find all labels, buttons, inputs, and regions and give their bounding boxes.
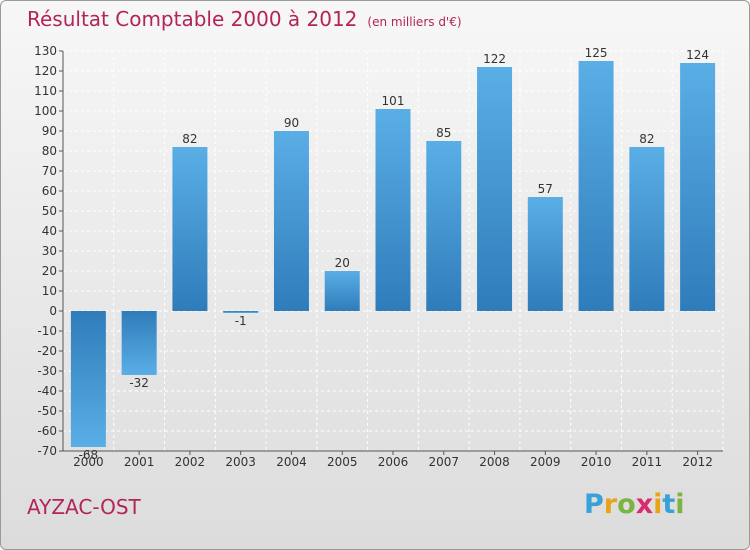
x-tick-label: 2007 — [428, 455, 459, 469]
x-tick-label: 2008 — [479, 455, 510, 469]
x-tick-label: 2006 — [378, 455, 409, 469]
y-tick-label: -20 — [37, 344, 57, 358]
y-tick-label: 100 — [34, 104, 57, 118]
data-label-2010: 125 — [585, 46, 608, 60]
data-label-2004: 90 — [284, 116, 299, 130]
chart-title-text: Résultat Comptable 2000 à 2012 — [27, 7, 358, 31]
y-tick-label: -30 — [37, 364, 57, 378]
bar-2010 — [578, 61, 614, 311]
bar-2009 — [527, 197, 563, 311]
label-layer: 2000-68 2001 -32 2002 82 2003 -1 2004 90 2005 20 20… — [73, 46, 713, 469]
y-tick-label: 110 — [34, 84, 57, 98]
logo-letter: P — [584, 489, 604, 520]
proxiti-logo: Proxiti — [584, 489, 685, 520]
y-tick-label: 60 — [42, 184, 57, 198]
y-tick-label: 20 — [42, 264, 57, 278]
data-label-2006: 101 — [382, 94, 405, 108]
x-tick-label: 2000 — [73, 455, 104, 469]
bar-2011 — [629, 147, 665, 311]
x-tick-label: 2011 — [632, 455, 663, 469]
data-label-2003: -1 — [235, 314, 247, 328]
y-tick-label: 30 — [42, 244, 57, 258]
y-tick-label: 40 — [42, 224, 57, 238]
logo-letter: o — [617, 489, 636, 520]
y-tick-label: 70 — [42, 164, 57, 178]
chart-subtitle: (en milliers d'€) — [367, 15, 462, 29]
x-tick-label: 2003 — [225, 455, 256, 469]
bar-2004 — [273, 131, 309, 311]
logo-letter: i — [675, 489, 685, 520]
y-tick-label: -50 — [37, 404, 57, 418]
bar-2012 — [680, 63, 716, 311]
data-label-2012: 124 — [686, 48, 709, 62]
logo-letter: t — [662, 489, 676, 520]
x-tick-label: 2002 — [175, 455, 206, 469]
logo-letter: r — [603, 489, 618, 520]
y-tick-label: -60 — [37, 424, 57, 438]
bar-2002 — [172, 147, 208, 311]
location-label: AYZAC-OST — [27, 495, 141, 519]
data-label-2005: 20 — [335, 256, 350, 270]
y-tick-label: 10 — [42, 284, 57, 298]
y-tick-label: 80 — [42, 144, 57, 158]
bar-2008 — [477, 67, 513, 311]
bar-2005 — [324, 271, 360, 311]
bar-2006 — [375, 109, 411, 311]
y-tick-label: 120 — [34, 64, 57, 78]
axis-layer: -70 -60 -50 -40 -30 -20 -10 0 10 20 30 40 50 60 70 80 90… — [34, 44, 723, 458]
data-label-2009: 57 — [538, 182, 553, 196]
bar-layer — [70, 61, 716, 447]
y-tick-label: 90 — [42, 124, 57, 138]
x-tick-label: 2012 — [682, 455, 713, 469]
data-label-2000: -68 — [79, 448, 99, 462]
data-label-2008: 122 — [483, 52, 506, 66]
data-label-2001: -32 — [129, 376, 149, 390]
y-tick-label: 50 — [42, 204, 57, 218]
x-tick-label: 2001 — [124, 455, 155, 469]
y-tick-label: -70 — [37, 444, 57, 458]
x-tick-label: 2005 — [327, 455, 358, 469]
y-tick-label: -40 — [37, 384, 57, 398]
logo-letter: i — [653, 489, 663, 520]
x-tick-label: 2009 — [530, 455, 561, 469]
bar-2003 — [223, 311, 259, 313]
x-tick-label: 2004 — [276, 455, 307, 469]
data-label-2011: 82 — [639, 132, 654, 146]
x-tick-label: 2010 — [581, 455, 612, 469]
data-label-2007: 85 — [436, 126, 451, 140]
y-tick-label: 130 — [34, 44, 57, 58]
chart-title: Résultat Comptable 2000 à 2012 (en millie… — [27, 7, 462, 31]
bar-2007 — [426, 141, 462, 311]
bar-2001 — [121, 311, 157, 375]
bar-2000 — [70, 311, 106, 447]
y-tick-label: -10 — [37, 324, 57, 338]
data-label-2002: 82 — [182, 132, 197, 146]
logo-letter: x — [635, 489, 654, 520]
y-tick-label: 0 — [49, 304, 57, 318]
